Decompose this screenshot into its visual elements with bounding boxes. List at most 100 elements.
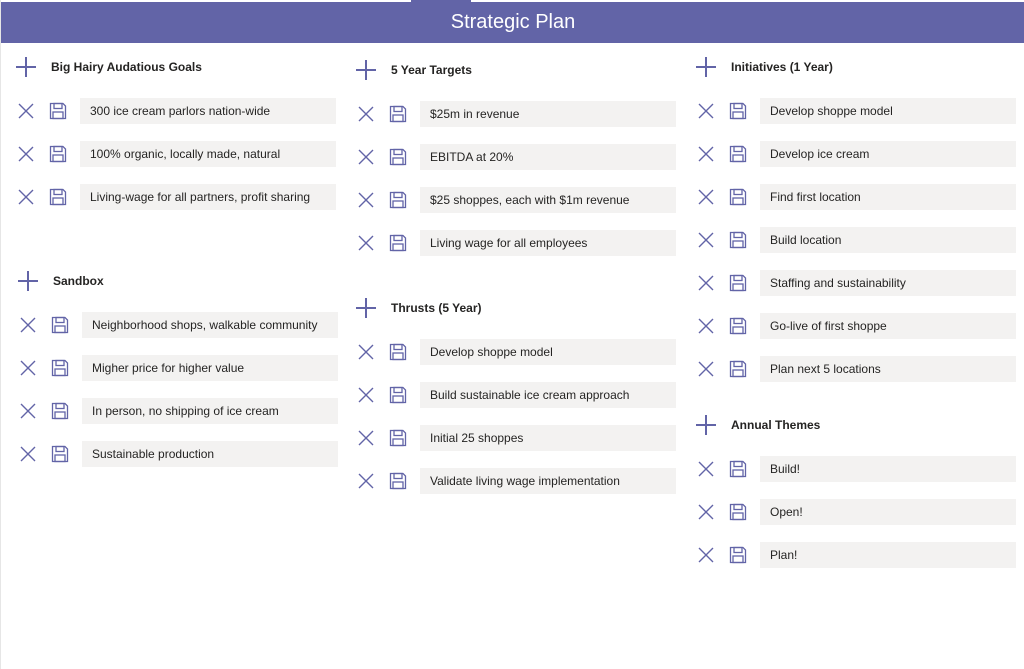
save-icon[interactable] <box>50 401 70 421</box>
list-item: Living wage for all employees <box>356 230 686 256</box>
section-thrusts-5-year: Thrusts (5 Year) Develop shoppe model Buil… <box>356 296 686 511</box>
item-text-field[interactable]: Build sustainable ice cream approach <box>420 382 676 408</box>
item-text-field[interactable]: Living-wage for all partners, profit sha… <box>80 184 336 210</box>
save-icon[interactable] <box>388 471 408 491</box>
save-icon[interactable] <box>728 101 748 121</box>
item-text-field[interactable]: 100% organic, locally made, natural <box>80 141 336 167</box>
item-text-field[interactable]: 300 ice cream parlors nation-wide <box>80 98 336 124</box>
save-icon[interactable] <box>728 316 748 336</box>
save-icon[interactable] <box>388 233 408 253</box>
section-title: Sandbox <box>53 274 104 288</box>
section-title: 5 Year Targets <box>391 63 472 77</box>
item-text-field[interactable]: Neighborhood shops, walkable community <box>82 312 338 338</box>
delete-icon[interactable] <box>356 342 376 362</box>
list-item: Build location <box>696 227 1024 253</box>
section-header: Big Hairy Audatious Goals <box>16 55 346 79</box>
item-text-field[interactable]: Staffing and sustainability <box>760 270 1016 296</box>
item-text-field[interactable]: Migher price for higher value <box>82 355 338 381</box>
save-icon[interactable] <box>388 342 408 362</box>
list-item: Build! <box>696 456 1024 482</box>
save-icon[interactable] <box>728 359 748 379</box>
delete-icon[interactable] <box>696 101 716 121</box>
item-text-field[interactable]: Find first location <box>760 184 1016 210</box>
delete-icon[interactable] <box>356 190 376 210</box>
save-icon[interactable] <box>50 444 70 464</box>
save-icon[interactable] <box>388 385 408 405</box>
add-item-button[interactable] <box>18 271 38 291</box>
save-icon[interactable] <box>50 358 70 378</box>
delete-icon[interactable] <box>18 444 38 464</box>
list-item: Develop shoppe model <box>356 339 686 365</box>
section-5-year-targets: 5 Year Targets $25m in revenue EBITDA at 2… <box>356 58 686 273</box>
delete-icon[interactable] <box>696 273 716 293</box>
save-icon[interactable] <box>728 459 748 479</box>
add-item-button[interactable] <box>16 57 36 77</box>
item-text-field[interactable]: Develop shoppe model <box>420 339 676 365</box>
item-text-field[interactable]: Build location <box>760 227 1016 253</box>
save-icon[interactable] <box>728 502 748 522</box>
save-icon[interactable] <box>48 187 68 207</box>
save-icon[interactable] <box>728 545 748 565</box>
delete-icon[interactable] <box>696 359 716 379</box>
list-item: Find first location <box>696 184 1024 210</box>
section-initiatives-1-year: Initiatives (1 Year) Develop shoppe model… <box>696 55 1024 399</box>
item-text-field[interactable]: Go-live of first shoppe <box>760 313 1016 339</box>
save-icon[interactable] <box>48 101 68 121</box>
delete-icon[interactable] <box>696 459 716 479</box>
item-text-field[interactable]: Living wage for all employees <box>420 230 676 256</box>
save-icon[interactable] <box>728 230 748 250</box>
add-item-button[interactable] <box>696 415 716 435</box>
app-header: Strategic Plan <box>1 2 1024 43</box>
list-item: EBITDA at 20% <box>356 144 686 170</box>
delete-icon[interactable] <box>696 230 716 250</box>
save-icon[interactable] <box>728 273 748 293</box>
add-item-button[interactable] <box>356 298 376 318</box>
delete-icon[interactable] <box>356 233 376 253</box>
delete-icon[interactable] <box>356 471 376 491</box>
delete-icon[interactable] <box>16 187 36 207</box>
delete-icon[interactable] <box>696 545 716 565</box>
item-text-field[interactable]: Open! <box>760 499 1016 525</box>
list-item: Develop ice cream <box>696 141 1024 167</box>
item-text-field[interactable]: Build! <box>760 456 1016 482</box>
item-text-field[interactable]: $25 shoppes, each with $1m revenue <box>420 187 676 213</box>
item-text-field[interactable]: Develop ice cream <box>760 141 1016 167</box>
item-text-field[interactable]: $25m in revenue <box>420 101 676 127</box>
item-text-field[interactable]: Plan next 5 locations <box>760 356 1016 382</box>
delete-icon[interactable] <box>696 502 716 522</box>
item-text-field[interactable]: Plan! <box>760 542 1016 568</box>
save-icon[interactable] <box>388 104 408 124</box>
list-item: Initial 25 shoppes <box>356 425 686 451</box>
delete-icon[interactable] <box>356 104 376 124</box>
add-item-button[interactable] <box>356 60 376 80</box>
delete-icon[interactable] <box>696 316 716 336</box>
list-item: Migher price for higher value <box>18 355 348 381</box>
save-icon[interactable] <box>388 428 408 448</box>
delete-icon[interactable] <box>356 428 376 448</box>
save-icon[interactable] <box>728 187 748 207</box>
list-item: Develop shoppe model <box>696 98 1024 124</box>
delete-icon[interactable] <box>696 187 716 207</box>
save-icon[interactable] <box>48 144 68 164</box>
save-icon[interactable] <box>388 147 408 167</box>
delete-icon[interactable] <box>16 144 36 164</box>
delete-icon[interactable] <box>356 385 376 405</box>
item-text-field[interactable]: EBITDA at 20% <box>420 144 676 170</box>
save-icon[interactable] <box>388 190 408 210</box>
item-text-field[interactable]: Develop shoppe model <box>760 98 1016 124</box>
save-icon[interactable] <box>728 144 748 164</box>
item-text-field[interactable]: Sustainable production <box>82 441 338 467</box>
delete-icon[interactable] <box>356 147 376 167</box>
save-icon[interactable] <box>50 315 70 335</box>
delete-icon[interactable] <box>696 144 716 164</box>
add-item-button[interactable] <box>696 57 716 77</box>
delete-icon[interactable] <box>18 401 38 421</box>
delete-icon[interactable] <box>18 315 38 335</box>
section-title: Big Hairy Audatious Goals <box>51 60 202 74</box>
delete-icon[interactable] <box>16 101 36 121</box>
delete-icon[interactable] <box>18 358 38 378</box>
list-item: Open! <box>696 499 1024 525</box>
item-text-field[interactable]: Initial 25 shoppes <box>420 425 676 451</box>
item-text-field[interactable]: In person, no shipping of ice cream <box>82 398 338 424</box>
item-text-field[interactable]: Validate living wage implementation <box>420 468 676 494</box>
